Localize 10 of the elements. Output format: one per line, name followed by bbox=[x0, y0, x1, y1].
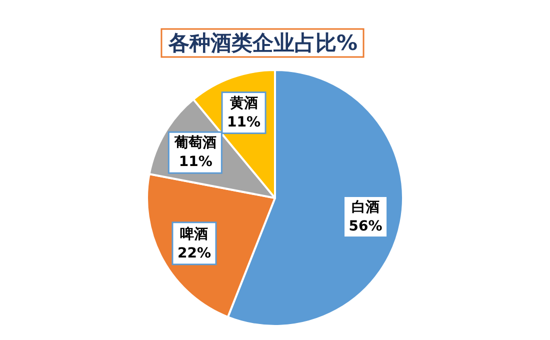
title: 各种酒类企业占比% bbox=[160, 28, 364, 58]
slice-label: 葡萄酒 bbox=[174, 135, 217, 152]
slice-label: 白酒 bbox=[352, 199, 380, 216]
slice-label: 啤酒 bbox=[180, 225, 208, 242]
chart-title: 各种酒类企业占比% bbox=[167, 31, 358, 55]
slice-label: 黄酒 bbox=[228, 95, 258, 112]
data-label: 11% bbox=[227, 114, 261, 130]
data-label: 11% bbox=[178, 154, 212, 170]
data-label: 56% bbox=[348, 218, 382, 234]
data-label: 22% bbox=[177, 245, 211, 262]
